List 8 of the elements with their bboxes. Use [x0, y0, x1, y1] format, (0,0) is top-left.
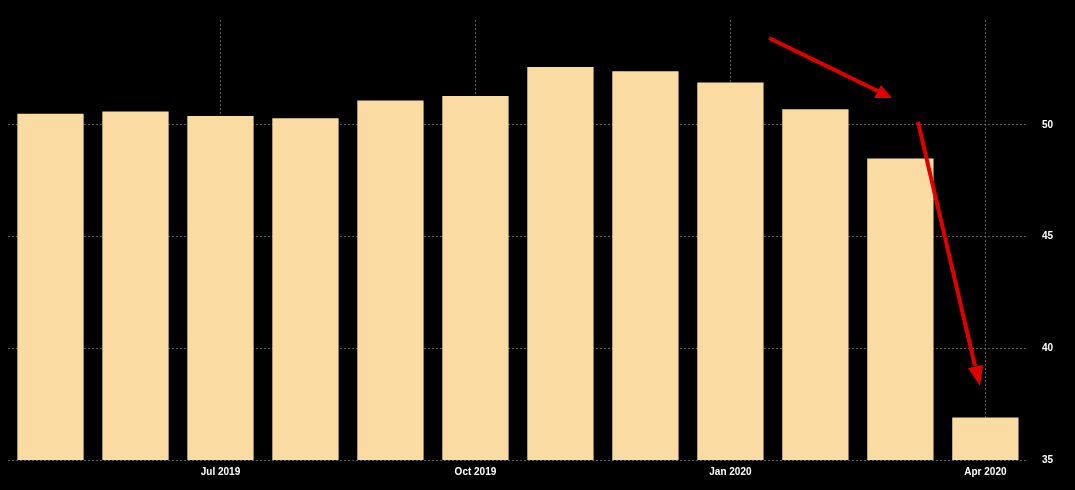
y-tick-label: 50: [1041, 118, 1054, 130]
y-tick-label: 45: [1041, 230, 1054, 242]
x-tick-label: Apr 2020: [964, 465, 1007, 477]
x-tick-label: Oct 2019: [454, 465, 497, 477]
y-tick-label: 35: [1041, 453, 1054, 465]
x-tick-label: Jan 2020: [709, 465, 752, 477]
x-tick-label: Jul 2019: [200, 465, 241, 477]
y-tick-label: 40: [1041, 342, 1054, 354]
